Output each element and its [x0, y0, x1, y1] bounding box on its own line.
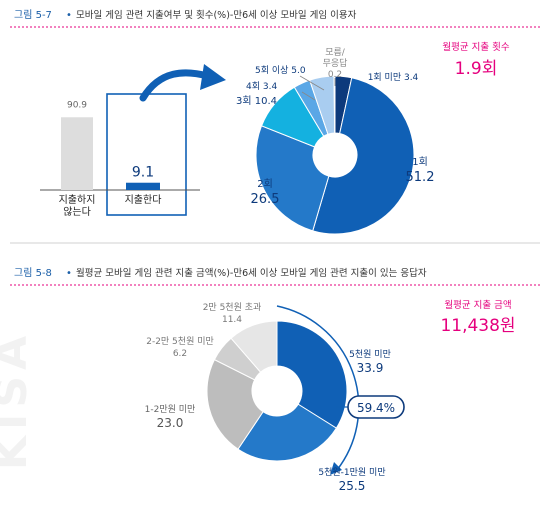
donut1-slice-2	[255, 125, 330, 232]
highlight-badge-value: 59.4%	[357, 401, 395, 415]
figure2-summary: 월평균 지출 금액 11,438원	[440, 299, 515, 336]
figure1-title: 모바일 게임 관련 지출여부 및 횟수(%)-만6세 이상 모바일 게임 이용자	[76, 9, 357, 21]
donut2-value-0: 33.9	[357, 361, 384, 375]
curved-arrow	[139, 69, 212, 102]
figure2-summary-value: 11,438원	[440, 316, 515, 336]
bar-value-label-1: 9.1	[132, 165, 154, 181]
watermark-text: KISA	[0, 330, 37, 470]
donut2-value-3: 6.2	[173, 349, 187, 359]
bar-0	[61, 117, 93, 190]
figure1-donut-chart	[255, 75, 415, 235]
donut1-label-3: 3회 10.4	[236, 95, 277, 107]
figure1-summary: 월평균 지출 횟수 1.9회	[442, 41, 509, 79]
figure1-bullet: •	[66, 10, 72, 21]
highlight-bracket-arc	[276, 305, 360, 471]
figure1-label: 그림 5-7	[14, 9, 52, 21]
donut1-leader-4x	[301, 91, 316, 101]
donut1-slice-6	[333, 75, 336, 134]
donut1-label-0: 1회 미만 3.4	[368, 72, 419, 83]
figure1-summary-value: 1.9회	[455, 59, 498, 79]
donut1-value-6: 0.2	[328, 70, 342, 80]
curved-arrow-head	[200, 64, 226, 90]
donut2-value-2: 23.0	[157, 416, 184, 430]
donut2-label-1: 5천원-1만원 미만	[318, 467, 385, 478]
bar-category-label-0-0: 지출하지	[59, 193, 96, 206]
donut2-slice-2	[206, 358, 264, 450]
donut2-label-2: 1-2만원 미만	[145, 404, 196, 415]
donut1-label-6-a: 모름/	[325, 47, 346, 58]
donut1-label-5: 5회 이상 5.0	[255, 65, 306, 76]
bar-category-label-0-1: 않는다	[63, 206, 91, 218]
donut1-value-1: 51.2	[406, 170, 435, 185]
figure1-header: 그림 5-7 • 모바일 게임 관련 지출여부 및 횟수(%)-만6세 이상 모…	[10, 9, 540, 28]
figure2-label: 그림 5-8	[14, 267, 52, 279]
donut2-slice-0	[276, 320, 348, 429]
bar-category-label-1-0: 지출한다	[125, 194, 162, 206]
bar-1	[126, 182, 160, 190]
donut1-label-1: 1회	[412, 156, 428, 168]
donut1-slice-1	[312, 77, 415, 235]
donut2-value-1: 25.5	[339, 479, 366, 493]
donut1-leader-5plus	[299, 75, 325, 91]
figure1-summary-label: 월평균 지출 횟수	[442, 41, 509, 53]
highlight-badge-frame	[347, 395, 405, 419]
figure1-donut-labels: 1회 미만 3.4 1회 51.2 2회 26.5 3회 10.4 4회 3.4 5회 이상 …	[236, 47, 434, 207]
donut2-label-0: 5천원 미만	[349, 349, 391, 360]
donut1-value-2: 26.5	[251, 192, 280, 207]
figure2-bullet: •	[66, 268, 72, 279]
donut2-slice-4	[230, 320, 278, 373]
highlight-bracket-arrow	[330, 462, 342, 475]
donut1-label-6-b: 무응답	[323, 57, 348, 69]
figure2-title: 월평균 모바일 게임 관련 지출 금액(%)-만6세 이상 모바일 게임 관련 …	[76, 267, 427, 279]
donut2-slice-1	[237, 403, 338, 462]
kisa-watermark: KISA	[0, 330, 37, 470]
donut1-label-4: 4회 3.4	[246, 81, 277, 92]
figure2-summary-label: 월평균 지출 금액	[444, 299, 511, 311]
highlight-badge: 59.4%	[347, 395, 405, 419]
donut2-label-3: 2-2만 5천원 미만	[146, 336, 214, 347]
bar-value-label-0: 90.9	[67, 100, 87, 110]
figure2-donut-chart	[206, 320, 348, 462]
donut1-label-2: 2회	[257, 178, 273, 190]
donut2-value-4: 11.4	[222, 315, 242, 325]
figure2-header: 그림 5-8 • 월평균 모바일 게임 관련 지출 금액(%)-만6세 이상 모…	[10, 242, 540, 286]
donut2-label-4: 2만 5천원 초과	[203, 302, 262, 313]
